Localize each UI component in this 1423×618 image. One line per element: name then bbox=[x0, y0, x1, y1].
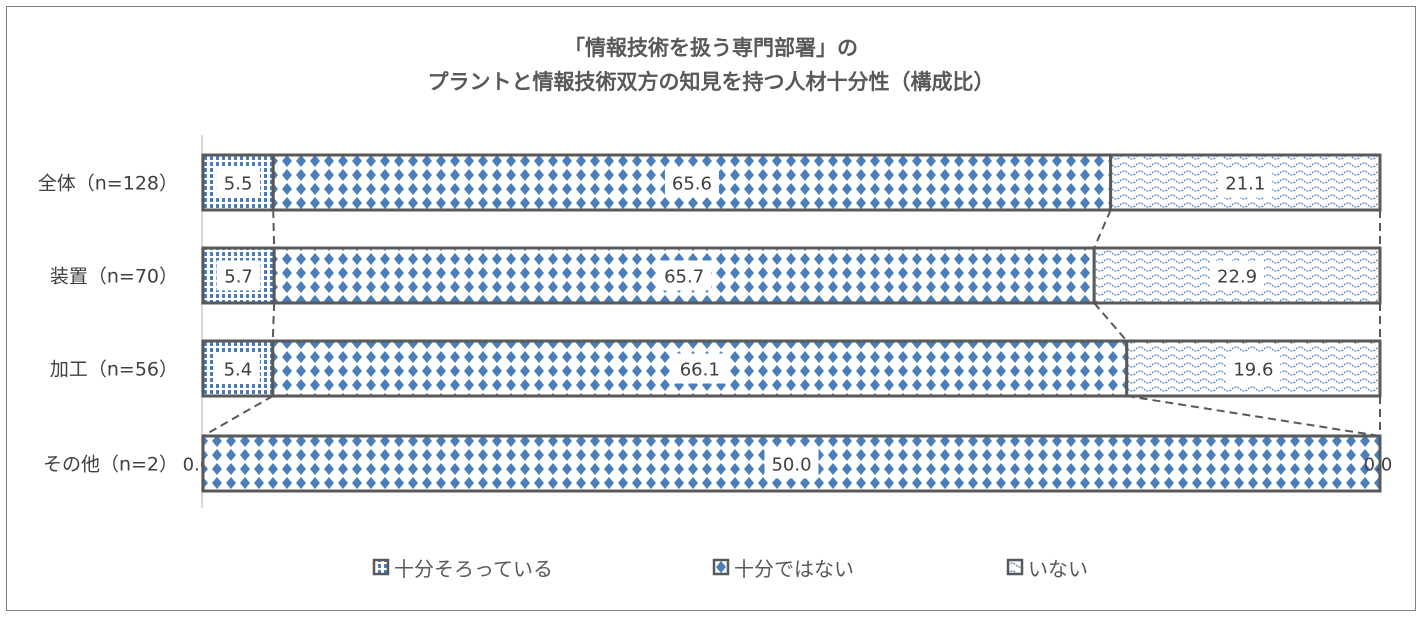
series-line bbox=[202, 395, 274, 437]
data-label: 21.1 bbox=[1225, 174, 1265, 195]
chart-frame bbox=[6, 6, 1416, 611]
chart-title-line-2: プラントと情報技術双方の知見を持つ人材十分性（構成比） bbox=[428, 70, 995, 94]
series-line bbox=[1093, 209, 1112, 249]
legend-swatch-3 bbox=[1006, 558, 1024, 576]
series-line bbox=[1093, 302, 1128, 342]
legend-swatch-1 bbox=[372, 558, 390, 576]
category-label: 装置（n=70） bbox=[50, 266, 178, 288]
data-label: 65.7 bbox=[664, 267, 704, 288]
data-label: 19.6 bbox=[1233, 360, 1273, 381]
data-label: 0.0 bbox=[1364, 455, 1393, 476]
series-lines bbox=[202, 209, 1381, 437]
category-label: 加工（n=56） bbox=[50, 359, 178, 381]
data-label-bg bbox=[1218, 167, 1273, 198]
data-label-bg bbox=[764, 448, 819, 479]
bars: 全体（n=128） 5.5 65.6 21.1 装置（n=70） 5.7 65.7 22.9 加… bbox=[38, 153, 1393, 493]
legend-label: 十分そろっている bbox=[394, 557, 553, 581]
legend-label: 十分ではない bbox=[734, 557, 854, 581]
data-label-bg bbox=[215, 353, 260, 384]
data-label-bg bbox=[657, 260, 712, 291]
legend-swatch-2 bbox=[712, 558, 730, 576]
category-label: その他（n=2） bbox=[43, 454, 178, 476]
legend: 十分そろっている 十分ではない いない bbox=[372, 557, 1088, 581]
data-label-bg bbox=[216, 260, 261, 291]
data-label-bg bbox=[672, 353, 727, 384]
series-line bbox=[271, 302, 276, 342]
data-label: 5.4 bbox=[224, 360, 253, 381]
data-label-bg bbox=[216, 167, 261, 198]
data-label: 66.1 bbox=[680, 360, 720, 381]
chart-title-line-1: 「情報技術を扱う専門部署」の bbox=[564, 36, 858, 60]
data-label: 50.0 bbox=[771, 455, 811, 476]
series-line bbox=[1126, 395, 1381, 437]
data-label: 5.5 bbox=[224, 174, 253, 195]
bar-segment-2 bbox=[201, 434, 1382, 493]
data-label: 5.7 bbox=[224, 267, 253, 288]
category-label: 全体（n=128） bbox=[38, 173, 178, 195]
data-label: 22.9 bbox=[1217, 267, 1257, 288]
data-label-bg bbox=[1226, 353, 1281, 384]
bar-segment-1 bbox=[201, 246, 276, 305]
data-label: 65.6 bbox=[672, 174, 712, 195]
legend-label: いない bbox=[1028, 557, 1088, 581]
data-label-bg bbox=[1210, 260, 1265, 291]
series-line bbox=[272, 209, 276, 249]
data-label-bg bbox=[664, 167, 719, 198]
